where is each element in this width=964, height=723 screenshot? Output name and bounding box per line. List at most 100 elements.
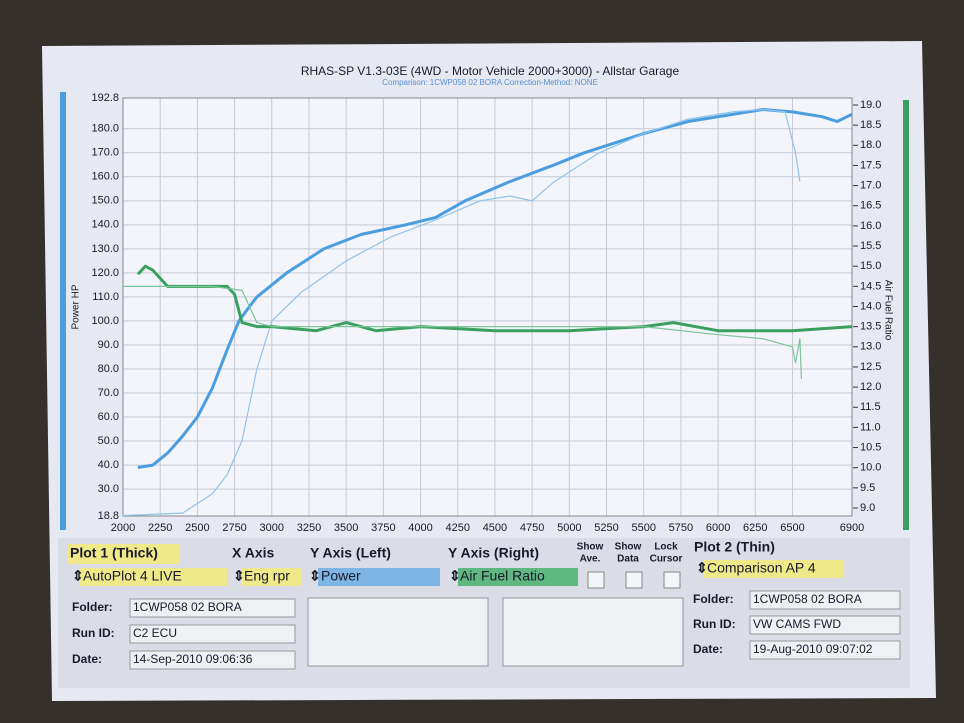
check-label: Lock	[654, 542, 678, 553]
plot1-heading: Plot 1 (Thick)	[70, 545, 158, 561]
y-tick-label: 18.8	[98, 510, 119, 522]
y-tick-label: 50.0	[98, 435, 119, 447]
x-tick-label: 6500	[780, 522, 804, 534]
y-tick-label: 160.0	[91, 171, 119, 183]
y-right-heading: Y Axis (Right)	[448, 545, 539, 561]
right-axis-bar	[903, 100, 909, 530]
y2-tick-label: 15.0	[860, 260, 881, 272]
y2-tick-label: 18.0	[860, 139, 881, 151]
field-label: Date:	[693, 642, 723, 656]
plot-frame	[122, 97, 853, 517]
y-tick-label: 90.0	[98, 339, 119, 351]
y-left-select-text: Power	[321, 568, 361, 584]
field-value: 1CWP058 02 BORA	[753, 592, 862, 606]
empty-box	[502, 597, 684, 667]
series-line	[123, 285, 802, 380]
x-axis-heading: X Axis	[232, 545, 274, 561]
y2-tick-label: 11.5	[860, 401, 881, 413]
check-label: Ave.	[580, 554, 601, 565]
left-axis-bar	[60, 92, 66, 530]
y-left-heading: Y Axis (Left)	[310, 545, 391, 561]
x-tick-label: 2500	[185, 522, 209, 534]
y2-tick-label: 13.0	[860, 341, 881, 353]
y2-axis-label: Air Fuel Ratio	[882, 280, 893, 341]
field-value: C2 ECU	[133, 626, 177, 640]
x-axis-select[interactable]	[242, 568, 302, 586]
spinner[interactable]: ⇕	[696, 560, 708, 576]
spinner[interactable]: ⇕	[309, 568, 321, 584]
x-tick-label: 6900	[840, 522, 864, 534]
y-right-select[interactable]	[458, 568, 578, 586]
x-tick-label: 2250	[148, 522, 172, 534]
spinner[interactable]: ⇕	[233, 568, 245, 584]
check-label: Cursor	[650, 554, 683, 565]
field-value: 14-Sep-2010 09:06:36	[133, 652, 253, 666]
y2-tick-label: 17.5	[860, 159, 881, 171]
series-line	[122, 108, 801, 517]
plot1-select-text: AutoPlot 4 LIVE	[83, 568, 182, 584]
y2-tick-label: 17.0	[860, 180, 881, 192]
x-tick-label: 4250	[446, 522, 470, 534]
field-box	[749, 615, 901, 635]
checkbox[interactable]	[663, 571, 681, 589]
y2-tick-label: 14.5	[860, 280, 881, 292]
y2-tick-label: 13.5	[860, 321, 881, 333]
check-label: Show	[577, 542, 604, 553]
y2-tick-label: 12.0	[860, 381, 881, 393]
x-tick-label: 3250	[297, 522, 321, 534]
field-value: 19-Aug-2010 09:07:02	[753, 642, 873, 656]
y2-tick-label: 19.0	[860, 99, 881, 111]
chart-subtitle: Comparison: 1CWP058 02 BORA Correction-M…	[382, 78, 598, 87]
y2-tick-label: 14.0	[860, 300, 881, 312]
chart-title: RHAS-SP V1.3-03E (4WD - Motor Vehicle 20…	[301, 64, 680, 78]
field-value: 1CWP058 02 BORA	[133, 600, 242, 614]
field-label: Folder:	[72, 600, 113, 614]
y2-tick-label: 18.5	[860, 119, 881, 131]
y2-tick-label: 15.5	[860, 240, 881, 252]
field-box	[129, 598, 296, 618]
plot-area	[123, 98, 852, 516]
x-tick-label: 5500	[631, 522, 655, 534]
field-label: Date:	[72, 652, 102, 666]
plot2-select[interactable]	[704, 560, 844, 578]
x-tick-label: 4000	[408, 522, 432, 534]
y2-tick-label: 16.0	[860, 220, 881, 232]
plot1-select[interactable]	[80, 568, 227, 586]
field-label: Run ID:	[693, 617, 736, 631]
field-box	[129, 650, 296, 670]
y-tick-label: 120.0	[91, 267, 119, 279]
spinner[interactable]: ⇕	[449, 568, 461, 584]
plot2-select-text: Comparison AP 4	[707, 560, 816, 576]
x-tick-label: 3500	[334, 522, 358, 534]
y-axis-label: Power HP	[71, 284, 82, 329]
field-box	[749, 590, 901, 610]
spinner[interactable]: ⇕	[72, 568, 84, 584]
y-tick-label: 140.0	[91, 219, 119, 231]
x-tick-label: 5750	[669, 522, 693, 534]
y-tick-label: 130.0	[91, 243, 119, 255]
y-tick-label: 80.0	[98, 363, 119, 375]
field-label: Run ID:	[72, 626, 115, 640]
check-label: Show	[615, 542, 642, 553]
y2-tick-label: 10.5	[860, 441, 881, 453]
y-tick-label: 30.0	[98, 483, 119, 495]
y-tick-label: 60.0	[98, 411, 119, 423]
field-box	[749, 640, 901, 660]
field-value: VW CAMS FWD	[753, 617, 841, 631]
checkbox[interactable]	[625, 571, 643, 589]
field-label: Folder:	[693, 592, 734, 606]
y2-tick-label: 9.5	[860, 482, 875, 494]
plot1-heading-bg	[68, 544, 180, 564]
x-tick-label: 4500	[483, 522, 507, 534]
y-left-select[interactable]	[318, 568, 440, 586]
empty-box	[307, 597, 489, 667]
checkbox[interactable]	[587, 571, 605, 589]
y-right-select-text: Air Fuel Ratio	[460, 568, 545, 584]
x-tick-label: 3000	[260, 522, 284, 534]
y2-tick-label: 16.5	[860, 200, 881, 212]
check-label: Data	[617, 554, 639, 565]
x-tick-label: 6250	[743, 522, 767, 534]
y-tick-label: 150.0	[91, 195, 119, 207]
